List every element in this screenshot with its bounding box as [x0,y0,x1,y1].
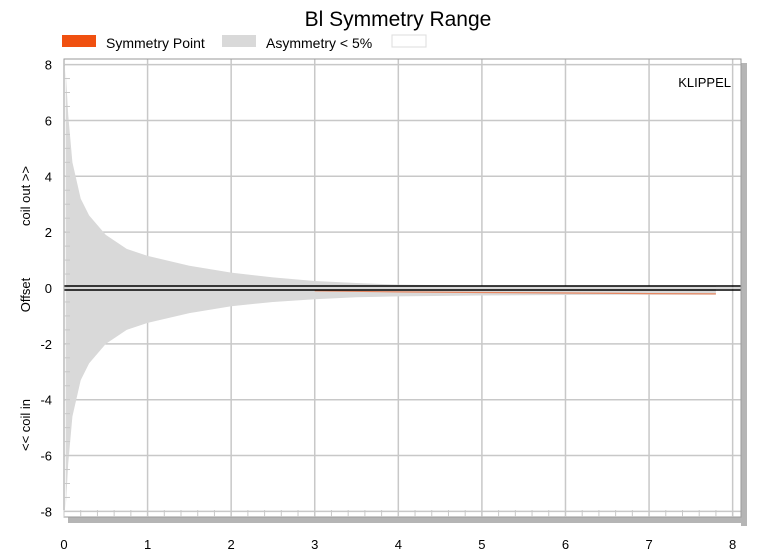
symmetry-point-series [314,290,716,295]
y-tick-label: -8 [40,504,52,519]
x-tick-label: 4 [395,537,402,552]
legend-label-asymmetry: Asymmetry < 5% [266,35,372,51]
x-tick-label: 2 [228,537,235,552]
legend-label-symmetry-point: Symmetry Point [106,35,205,51]
plot-shadow-right [741,63,747,526]
x-tick-label: 3 [311,537,318,552]
plot-shadow-bottom [68,517,747,523]
y-label-coil-in: << coil in [18,399,33,451]
y-axis-label: << coil in Offset coil out >> [18,166,33,451]
y-tick-label: 6 [45,113,52,128]
minor-ticks [63,64,734,517]
klippel-watermark: KLIPPEL [678,75,731,90]
y-tick-label: -4 [40,393,52,408]
legend-swatch-asymmetry [222,35,256,47]
legend-swatch-empty [391,34,427,48]
symmetry-point-line [314,290,716,295]
legend: Symmetry Point Asymmetry < 5% [62,34,427,51]
y-tick-label: 0 [45,281,52,296]
y-tick-labels: -8 -6 -4 -2 0 2 4 6 8 [40,58,52,520]
x-tick-label: 5 [478,537,485,552]
y-tick-label: 4 [45,169,52,184]
chart-title: Bl Symmetry Range [305,8,492,31]
x-tick-label: 8 [729,537,736,552]
x-tick-label: 1 [144,537,151,552]
y-label-offset: Offset [18,277,33,312]
zero-line [64,285,741,291]
grid [64,59,741,517]
x-tick-labels: 0 1 2 3 4 5 6 7 8 [60,537,736,552]
y-tick-label: 2 [45,225,52,240]
x-tick-label: 6 [562,537,569,552]
y-tick-label: 8 [45,58,52,73]
legend-swatch-symmetry-point [62,35,96,47]
y-label-coil-out: coil out >> [18,166,33,226]
x-tick-label: 7 [645,537,652,552]
y-tick-label: -6 [40,449,52,464]
x-tick-label: 0 [60,537,67,552]
y-tick-label: -2 [40,337,52,352]
